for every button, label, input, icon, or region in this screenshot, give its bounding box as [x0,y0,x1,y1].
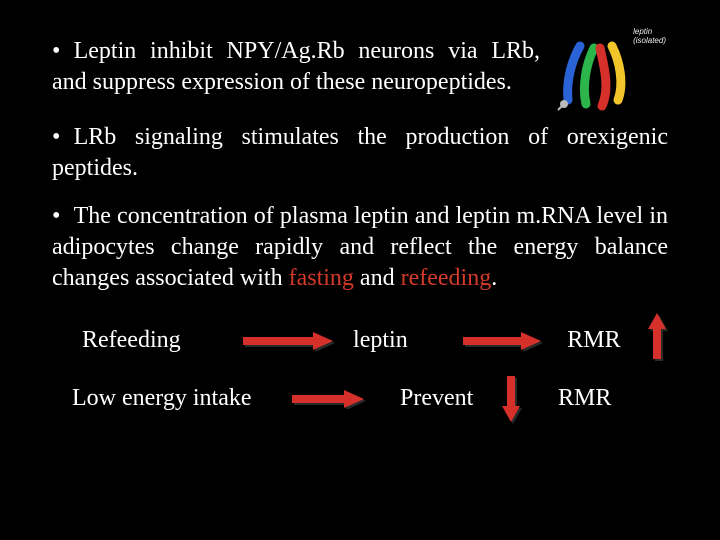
leptin-image-caption: leptin (isolated) [633,28,666,46]
bullet-3: •The concentration of plasma leptin and … [52,201,668,293]
flow-diagram: Refeeding leptin RMR [52,312,668,428]
arrow-up-icon [646,313,668,363]
bullet-3-fasting: fasting [289,265,354,291]
slide: •Leptin inhibit NPY/Ag.Rb neurons via LR… [0,0,720,540]
arrow-right-icon [463,331,547,351]
bullet-3-and: and [354,265,401,291]
flow-row-low-energy: Low energy intake Prevent [52,370,668,428]
flow-label-prevent: Prevent [400,385,500,412]
bullet-1: •Leptin inhibit NPY/Ag.Rb neurons via LR… [52,36,540,97]
bullet-1-row: •Leptin inhibit NPY/Ag.Rb neurons via LR… [52,36,668,122]
bullet-dot: • [52,36,74,67]
leptin-protein-image: leptin (isolated) [550,26,668,122]
flow-label-leptin: leptin [353,327,463,354]
flow-label-low-energy: Low energy intake [52,385,292,412]
bullet-3-refeeding: refeeding [401,265,492,291]
flow-label-rmr-2: RMR [558,385,658,412]
flow-label-refeeding: Refeeding [52,327,243,354]
bullet-dot: • [52,122,74,153]
bullet-3-period: . [491,265,497,291]
arrow-right-icon [243,331,339,351]
bullet-2: •LRb signaling stimulates the production… [52,122,668,183]
arrow-right-icon [292,389,370,409]
arrow-down-icon [500,374,522,424]
caption-line-2: (isolated) [633,37,666,46]
flow-label-rmr-1: RMR [567,327,652,354]
bullet-1-text: Leptin inhibit NPY/Ag.Rb neurons via LRb… [52,38,540,95]
flow-row-refeeding: Refeeding leptin RMR [52,312,668,370]
bullet-dot: • [52,201,74,232]
bullet-2-text: LRb signaling stimulates the production … [52,124,668,181]
